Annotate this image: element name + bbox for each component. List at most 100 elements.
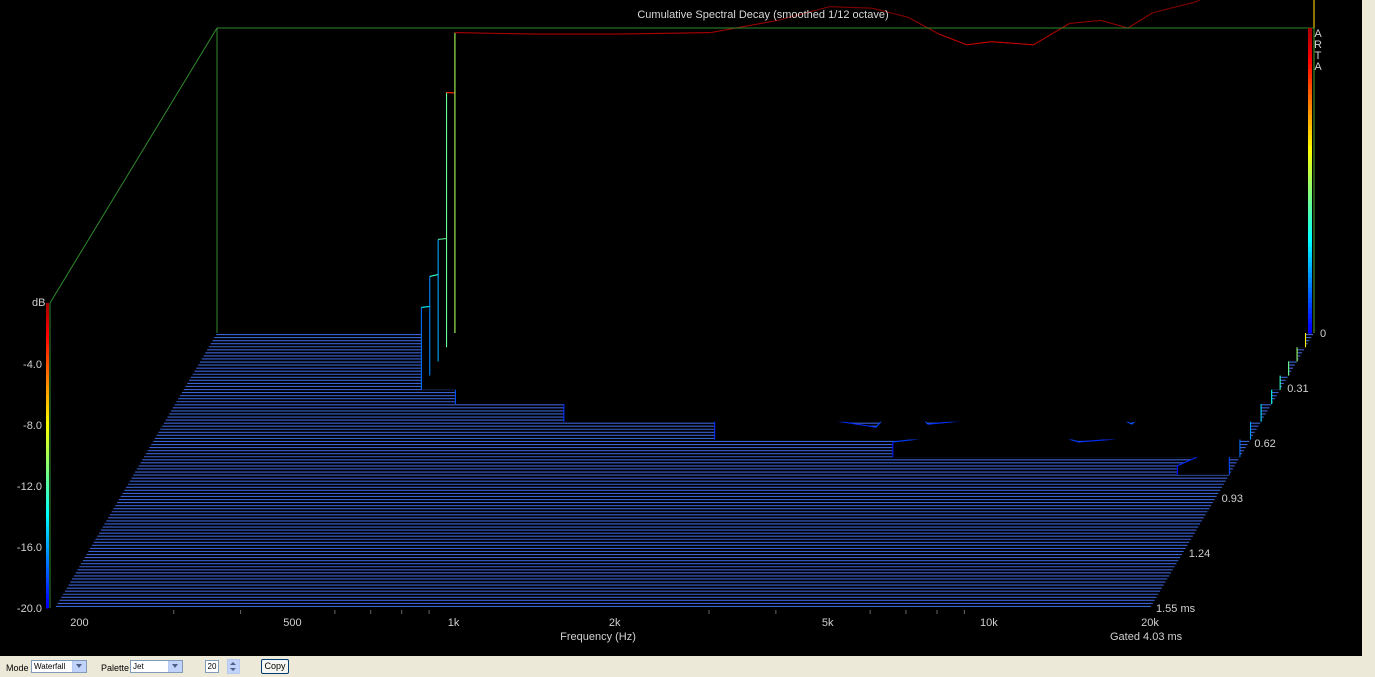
- colorbar-segment: [46, 480, 49, 487]
- slice-segment: [777, 6, 830, 21]
- colorbar-segment: [1308, 78, 1312, 85]
- colorbar-segment: [1308, 38, 1312, 44]
- colorbar-segment: [1308, 231, 1312, 237]
- colorbar-segment: [46, 541, 49, 548]
- mode-label: Mode: [6, 663, 29, 673]
- slice-mask: [454, 0, 1314, 333]
- colorbar-segment: [1308, 256, 1312, 263]
- colorbar-segment: [1308, 68, 1312, 75]
- x-axis-label: Frequency (Hz): [560, 631, 636, 643]
- colorbar-segment: [1308, 312, 1312, 319]
- colorbar-segment: [1308, 94, 1312, 100]
- colorbar-segment: [46, 516, 49, 523]
- colorbar-segment: [1308, 160, 1312, 166]
- colorbar-segment: [46, 531, 49, 538]
- colorbar-segment: [1308, 266, 1312, 273]
- brand-letter: R: [1314, 39, 1322, 51]
- colorbar-segment: [46, 562, 49, 568]
- colorbar-segment: [46, 450, 49, 456]
- colorbar-segment: [46, 592, 49, 599]
- colorbar-segment: [46, 506, 49, 512]
- colorbar-segment: [46, 536, 49, 543]
- colorbar-segment: [1308, 73, 1312, 80]
- colorbar-segment: [1308, 129, 1312, 136]
- colorbar-segment: [1308, 272, 1312, 278]
- x-tick-label: 500: [283, 617, 301, 629]
- colorbar-segment: [1308, 297, 1312, 303]
- colorbar-segment: [1308, 28, 1312, 34]
- chevron-down-icon[interactable]: [168, 661, 182, 672]
- colorbar-segment: [46, 394, 49, 401]
- colorbar-segment: [1308, 302, 1312, 309]
- slices-input[interactable]: 20: [205, 660, 219, 673]
- copy-button[interactable]: Copy: [261, 659, 289, 674]
- slice-segment: [1127, 12, 1153, 29]
- colorbar-segment: [46, 552, 49, 558]
- palette-select[interactable]: Jet: [130, 660, 183, 673]
- colorbar-segment: [1308, 83, 1312, 90]
- colorbar-segment: [1308, 114, 1312, 120]
- colorbar-segment: [1308, 165, 1312, 171]
- slice-segment: [1033, 22, 1070, 46]
- palette-select-value: Jet: [133, 662, 144, 671]
- colorbar-segment: [1308, 216, 1312, 222]
- colorbar-segment: [46, 430, 49, 436]
- colorbar-segment: [1308, 170, 1312, 176]
- colorbar-segment: [46, 577, 49, 584]
- x-tick-label: 200: [70, 617, 88, 629]
- colorbar-segment: [46, 455, 49, 462]
- colorbar-segment: [1308, 205, 1312, 212]
- spin-down-icon[interactable]: [230, 668, 236, 671]
- colorbar-segment: [46, 470, 49, 477]
- colorbar-segment: [46, 435, 49, 441]
- colorbar-segment: [1308, 150, 1312, 156]
- colorbar-segment: [46, 491, 49, 497]
- colorbar-segment: [46, 348, 49, 355]
- z-axis-label: dB: [32, 297, 45, 309]
- colorbar-segment: [1308, 246, 1312, 253]
- slice-segment: [1069, 19, 1101, 24]
- colorbar-segment: [1308, 327, 1312, 334]
- slice-segment: [872, 7, 909, 18]
- colorbar-segment: [46, 440, 49, 446]
- colorbar-segment: [1308, 175, 1312, 181]
- colorbar-segment: [46, 511, 49, 517]
- x-tick-label: 20k: [1141, 617, 1159, 629]
- colorbar-segment: [46, 486, 49, 492]
- colorbar-segment: [1308, 211, 1312, 217]
- colorbar-segment: [46, 501, 49, 507]
- x-tick-label: 1k: [448, 617, 460, 629]
- colorbar-segment: [1308, 190, 1312, 197]
- slice-segment: [938, 33, 967, 46]
- colorbar-segment: [46, 496, 49, 502]
- colorbar-segment: [46, 313, 49, 319]
- x-tick-label: 5k: [822, 617, 834, 629]
- slice-mask: [1177, 421, 1230, 475]
- spin-up-icon[interactable]: [230, 662, 236, 665]
- time-tick-label: 0.93: [1222, 493, 1243, 505]
- slices-spinner[interactable]: [227, 659, 240, 674]
- brand-letter: A: [1314, 61, 1322, 73]
- z-tick-label: -20.0: [17, 603, 42, 615]
- colorbar-segment: [46, 425, 49, 431]
- colorbar-segment: [46, 572, 49, 578]
- colorbar-segment: [1308, 180, 1312, 187]
- colorbar-segment: [46, 308, 49, 314]
- colorbar-segment: [46, 369, 49, 375]
- colorbar-segment: [1308, 139, 1312, 146]
- colorbar-segment: [1308, 104, 1312, 110]
- slice-segment: [616, 32, 711, 35]
- time-tick-label: 1.24: [1189, 548, 1210, 560]
- colorbar-segment: [46, 399, 49, 406]
- colorbar-segment: [46, 374, 49, 380]
- z-tick-label: -4.0: [23, 359, 42, 371]
- window-edge: [1362, 0, 1375, 656]
- colorbar-segment: [1308, 241, 1312, 248]
- colorbar-segment: [46, 404, 49, 411]
- z-tick-label: -8.0: [23, 420, 42, 432]
- chevron-down-icon[interactable]: [72, 661, 86, 672]
- mode-select[interactable]: Waterfall: [31, 660, 87, 673]
- colorbar-segment: [1308, 317, 1312, 324]
- slice-segment: [829, 6, 873, 9]
